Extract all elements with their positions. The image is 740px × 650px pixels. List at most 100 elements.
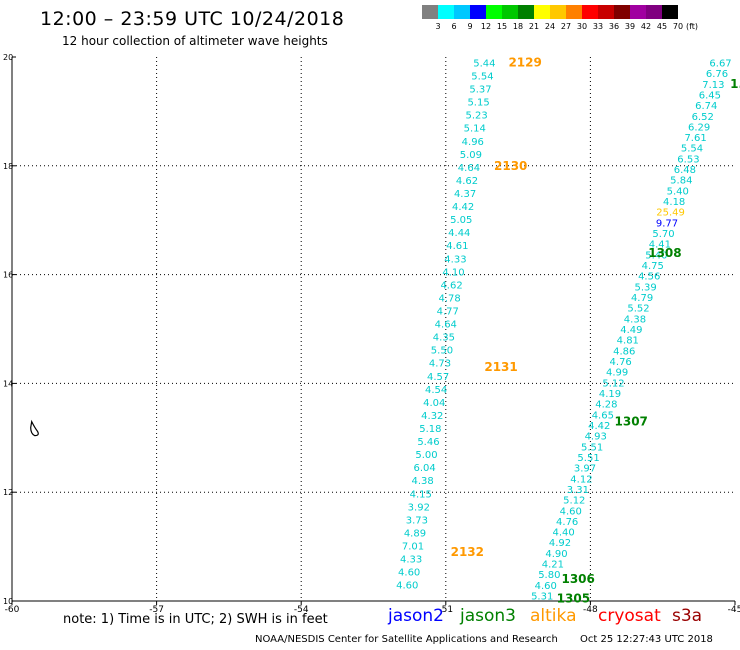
swh-value: 4.54 [425,385,447,396]
color-swatch [662,5,678,19]
x-tick-label: -60 [5,605,20,615]
color-unit-label: (ft) [685,22,699,31]
chart-title: 12:00 – 23:59 UTC 10/24/2018 [40,8,345,30]
pass-label: 2129 [508,55,541,69]
color-swatch [614,5,630,19]
legend-s3a: s3a [672,606,703,626]
swh-value: 4.38 [624,314,646,325]
swh-value: 4.49 [620,325,642,336]
swh-value: 4.73 [429,359,451,370]
swh-value: 6.53 [677,154,699,165]
timestamp: Oct 25 12:27:43 UTC 2018 [580,634,713,645]
pass-label: 1308 [648,246,681,260]
swh-value: 5.46 [417,437,439,448]
swh-value: 5.15 [467,98,489,109]
pass-label: 1306 [561,572,594,586]
swh-value: 4.79 [631,293,653,304]
swh-value: 6.52 [692,112,714,123]
swh-value: 5.80 [538,570,560,581]
color-swatch [486,5,502,19]
color-swatch-label: 33 [592,22,604,31]
swh-value: 5.12 [602,378,624,389]
color-swatch-label: 45 [656,22,668,31]
y-tick-label: 10 [3,597,13,606]
swh-value: 6.45 [699,90,721,101]
swh-value: 4.12 [570,474,592,485]
swh-value: 3.92 [408,502,430,513]
pass-label: 1. [730,77,740,91]
color-swatch [646,5,662,19]
y-tick-label: 18 [3,162,13,171]
swh-value: 5.05 [450,215,472,226]
x-tick-label: -51 [438,605,453,615]
swh-value: 4.33 [400,555,422,566]
swh-value: 5.51 [581,442,603,453]
swh-value: 4.64 [435,320,457,331]
swh-value: 5.54 [681,144,703,155]
swh-value: 4.93 [585,432,607,443]
swh-value: 4.57 [427,372,449,383]
swh-value: 4.10 [442,267,464,278]
color-swatch-label: 24 [544,22,556,31]
swh-value: 4.19 [599,389,621,400]
swh-value: 4.64 [458,163,480,174]
swh-value: 4.56 [638,272,660,283]
swh-value: 4.28 [595,400,617,411]
swh-value: 4.21 [542,560,564,571]
color-swatch-label: 30 [576,22,588,31]
swh-value: 5.51 [577,453,599,464]
swh-value: 4.40 [552,528,574,539]
legend-altika: altika [530,606,577,626]
swh-value: 4.42 [452,202,474,213]
swh-value: 6.48 [674,165,696,176]
swh-value: 5.84 [670,176,692,187]
swh-value: 3.97 [574,464,596,475]
legend-jason3: jason3 [460,606,516,626]
swh-value: 5.12 [563,496,585,507]
swh-value: 5.39 [635,282,657,293]
color-swatch [502,5,518,19]
swh-value: 4.60 [396,581,418,592]
y-tick-label: 20 [3,53,13,62]
swh-value: 5.18 [419,424,441,435]
swh-value: 4.42 [588,421,610,432]
swh-value: 6.04 [413,463,435,474]
y-tick-label: 14 [3,379,13,388]
swh-value: 4.86 [613,346,635,357]
swh-value: 3.73 [406,515,428,526]
swh-value: 4.44 [448,228,470,239]
color-swatch [518,5,534,19]
color-swatch [422,5,438,19]
swh-value: 4.77 [437,307,459,318]
swh-value: 5.37 [469,85,491,96]
color-swatch [630,5,646,19]
swh-value: 4.37 [454,189,476,200]
swh-value: 4.81 [617,336,639,347]
pass-label: 1305 [557,591,590,605]
swh-value: 4.90 [545,549,567,560]
swh-value: 4.62 [440,280,462,291]
swh-value: 4.60 [535,581,557,592]
swh-value: 4.18 [663,197,685,208]
swh-value: 5.31 [531,592,553,603]
x-tick-label: -54 [294,605,309,615]
color-swatch-label: 3 [435,22,441,31]
color-swatch-label: 42 [640,22,652,31]
chart-subtitle: 12 hour collection of altimeter wave hei… [62,34,328,48]
swh-value: 4.65 [592,410,614,421]
swh-value: 4.41 [649,240,671,251]
swh-value: 4.76 [556,517,578,528]
swh-value: 4.33 [444,254,466,265]
credit-line: NOAA/NESDIS Center for Satellite Applica… [255,634,558,645]
swh-value: 5.54 [471,71,493,82]
swh-value: 4.62 [456,176,478,187]
swh-value: 4.78 [439,293,461,304]
color-swatch-label: 18 [512,22,524,31]
swh-value: 6.29 [688,122,710,133]
color-swatch [566,5,582,19]
legend-jason2: jason2 [388,606,444,626]
pass-label: 1307 [615,414,648,428]
swh-value: 5.00 [415,450,437,461]
x-tick-label: -57 [149,605,164,615]
